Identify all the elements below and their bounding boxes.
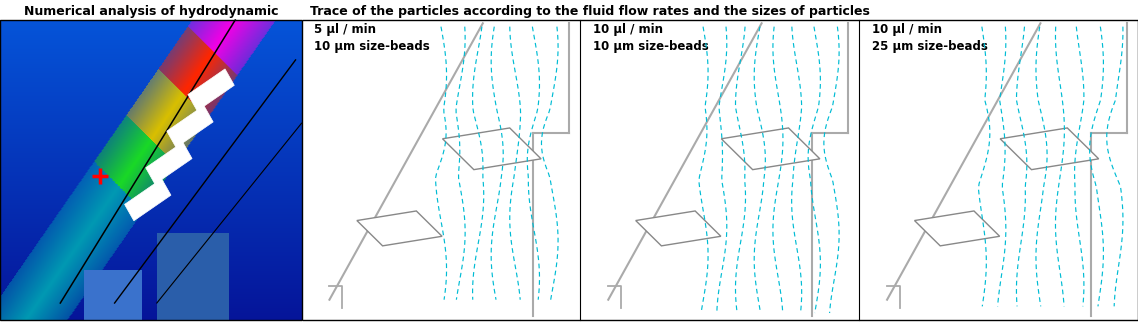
Bar xyxy=(146,142,192,184)
Text: 5 μl / min: 5 μl / min xyxy=(314,23,377,36)
Text: 10 μm size-beads: 10 μm size-beads xyxy=(593,40,709,53)
Bar xyxy=(443,128,541,169)
Bar xyxy=(157,233,229,320)
Text: Trace of the particles according to the fluid flow rates and the sizes of partic: Trace of the particles according to the … xyxy=(310,5,869,18)
Text: 10 μl / min: 10 μl / min xyxy=(593,23,663,36)
Text: Numerical analysis of hydrodynamic: Numerical analysis of hydrodynamic xyxy=(24,5,278,18)
Text: 10 μm size-beads: 10 μm size-beads xyxy=(314,40,430,53)
Bar xyxy=(84,270,142,320)
Bar xyxy=(1000,128,1098,169)
Bar xyxy=(124,179,171,221)
Text: 25 μm size-beads: 25 μm size-beads xyxy=(872,40,988,53)
Bar xyxy=(636,211,720,246)
Bar xyxy=(167,106,213,148)
Bar xyxy=(915,211,999,246)
Bar xyxy=(721,128,819,169)
Bar xyxy=(357,211,442,246)
Bar xyxy=(188,69,234,111)
Text: 10 μl / min: 10 μl / min xyxy=(872,23,942,36)
